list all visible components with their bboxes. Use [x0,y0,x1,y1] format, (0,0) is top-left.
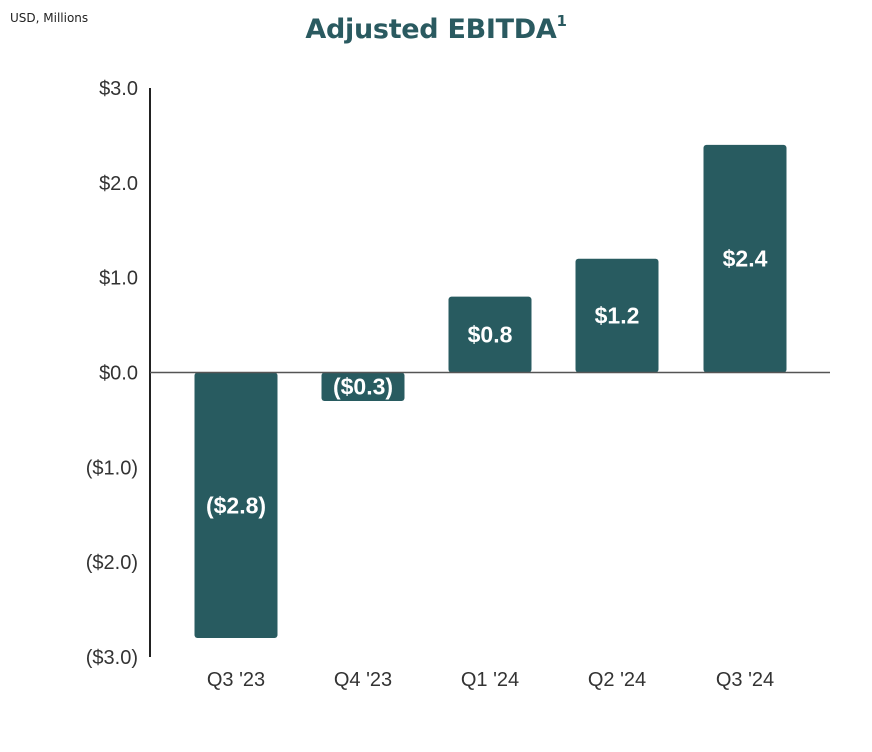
x-tick-label: Q3 '24 [716,669,774,691]
data-label: ($0.3) [333,374,393,400]
y-tick-label: $1.0 [99,268,138,290]
y-tick-label: ($3.0) [86,647,138,669]
y-tick-label: $3.0 [99,78,138,100]
x-tick-label: Q1 '24 [461,669,519,691]
bar [703,144,787,373]
y-tick-label: ($1.0) [86,457,138,479]
y-tick-label: $2.0 [99,173,138,195]
y-tick-label: $0.0 [99,363,138,385]
bar [448,296,532,373]
data-label: $0.8 [468,322,513,348]
chart-title: Adjusted EBITDA1 [0,12,872,45]
bar [321,372,405,401]
units-note: USD, Millions [10,11,89,25]
y-tick-label: ($2.0) [86,552,138,574]
title-footnote-marker: 1 [556,12,567,30]
x-tick-label: Q2 '24 [588,669,646,691]
data-label: $2.4 [723,246,768,272]
x-tick-label: Q3 '23 [207,669,265,691]
x-tick-label: Q4 '23 [334,669,392,691]
bar [194,372,278,639]
chart-title-text: Adjusted EBITDA [305,14,557,45]
data-label: ($2.8) [206,492,266,518]
data-label: $1.2 [595,303,640,329]
bar [575,258,659,373]
